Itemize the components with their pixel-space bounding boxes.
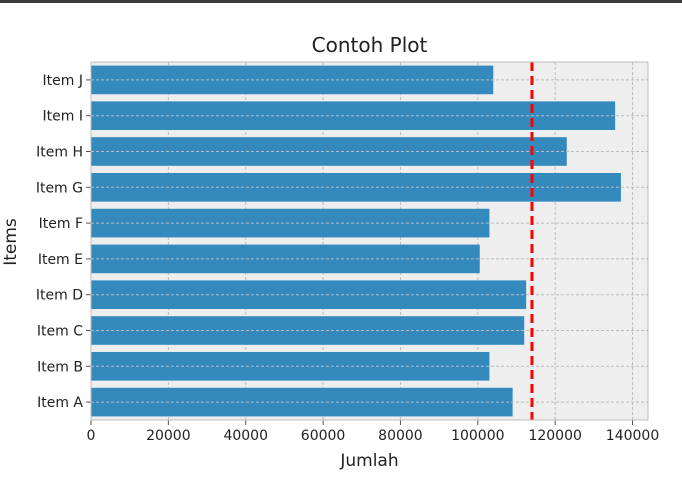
bar xyxy=(91,208,490,238)
y-tick-label: Item D xyxy=(36,288,83,304)
y-axis-label: Items xyxy=(1,218,21,266)
y-tick-label: Item H xyxy=(36,145,83,161)
y-tick-label: Item J xyxy=(43,73,83,89)
y-tick-label: Item B xyxy=(37,359,83,375)
y-tick-label: Item A xyxy=(37,395,83,411)
bars xyxy=(91,65,648,417)
x-tick-label: 0 xyxy=(87,428,96,444)
bar xyxy=(91,351,490,381)
window-top-border xyxy=(0,0,682,3)
x-tick-label: 140000 xyxy=(606,428,659,444)
plot-frame xyxy=(90,61,649,421)
x-axis-label: Jumlah xyxy=(339,451,398,471)
bar xyxy=(91,244,480,274)
y-tick-label: Item F xyxy=(39,216,83,232)
y-tick-label: Item E xyxy=(38,252,83,268)
y-tick-label: Item C xyxy=(37,324,83,340)
y-tick-label: Item G xyxy=(36,180,83,196)
y-tick-label: Item I xyxy=(43,109,83,125)
ticks: 0 20000 40000 60000 80000 100000 120000 140000 I… xyxy=(36,73,659,444)
x-tick-label: 40000 xyxy=(223,428,268,444)
x-tick-label: 80000 xyxy=(378,428,423,444)
chart-title: Contoh Plot xyxy=(312,33,428,57)
x-tick-label: 20000 xyxy=(146,428,191,444)
x-tick-label: 100000 xyxy=(451,428,504,444)
x-tick-label: 60000 xyxy=(301,428,346,444)
x-tick-label: 120000 xyxy=(528,428,581,444)
